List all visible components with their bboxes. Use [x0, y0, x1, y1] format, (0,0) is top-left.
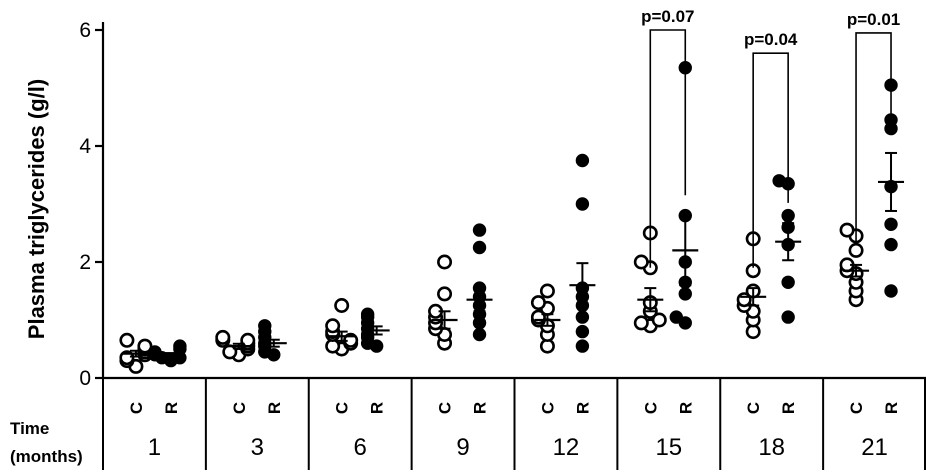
y-tick-label: 0 — [79, 367, 91, 390]
p-value-label: p=0.04 — [744, 30, 798, 49]
data-point-r — [472, 240, 487, 255]
group-label-c: C — [436, 402, 455, 414]
group-label-r: R — [779, 402, 798, 414]
data-point-r — [781, 208, 795, 223]
data-point-c — [530, 295, 546, 311]
x-month-label: 18 — [758, 434, 785, 461]
group-label-r: R — [573, 402, 592, 414]
group-label-r: R — [265, 402, 284, 414]
group-label-c: C — [847, 402, 866, 414]
time-unit-label: (months) — [10, 447, 83, 466]
group-label-c: C — [333, 402, 352, 414]
group-label-c: C — [230, 402, 249, 414]
data-point-r — [575, 339, 590, 353]
data-point-c — [325, 318, 341, 334]
data-point-r — [148, 345, 162, 359]
data-point-c — [839, 222, 855, 238]
data-point-c — [119, 332, 135, 348]
data-point-r — [884, 284, 898, 298]
axis-labels: 0 2 4 6 Plasma triglycerides (g/l) Time (month… — [10, 7, 901, 466]
data-point-r — [669, 310, 683, 324]
x-month-label: 6 — [354, 434, 367, 461]
data-point-r — [472, 327, 487, 342]
data-point-r — [575, 310, 590, 324]
data-marks — [119, 29, 905, 374]
y-tick-label: 6 — [79, 19, 91, 42]
x-month-label: 3 — [251, 434, 264, 461]
data-point-c — [437, 254, 453, 270]
y-axis-label: Plasma triglycerides (g/l) — [24, 79, 49, 339]
group-label-c: C — [641, 402, 660, 414]
p-value-label: p=0.07 — [641, 7, 694, 26]
x-month-label: 15 — [655, 434, 682, 461]
time-label: Time — [10, 419, 49, 438]
group-label-c: C — [538, 402, 557, 414]
data-point-r — [575, 324, 590, 339]
group-label-r: R — [368, 402, 387, 414]
significance-bracket — [649, 29, 687, 268]
data-point-c — [651, 312, 667, 328]
data-point-r — [472, 223, 487, 237]
group-label-r: R — [162, 402, 181, 414]
data-point-r — [173, 339, 187, 353]
x-month-label: 21 — [861, 434, 888, 461]
p-value-label: p=0.01 — [847, 10, 900, 29]
data-point-r — [884, 237, 898, 252]
data-point-c — [137, 338, 153, 354]
axes — [95, 22, 926, 470]
data-point-r — [575, 153, 590, 168]
data-point-r — [678, 287, 692, 301]
data-point-r — [884, 217, 898, 232]
group-label-c: C — [127, 402, 146, 414]
data-point-c — [633, 254, 649, 270]
group-label-r: R — [676, 402, 695, 414]
x-month-label: 9 — [456, 434, 469, 461]
data-point-r — [781, 275, 795, 289]
x-month-label: 1 — [148, 434, 161, 461]
significance-bracket — [855, 32, 892, 245]
data-point-r — [781, 310, 795, 324]
data-point-c — [633, 315, 649, 331]
data-point-c — [539, 283, 555, 299]
x-month-label: 12 — [553, 434, 580, 461]
data-point-r — [772, 174, 786, 188]
data-point-c — [848, 242, 864, 258]
group-label-r: R — [471, 402, 490, 414]
data-point-r — [575, 197, 590, 211]
data-point-c — [215, 329, 231, 345]
y-tick-label: 2 — [79, 251, 91, 274]
data-point-r — [258, 319, 272, 333]
data-point-c — [437, 286, 453, 302]
data-point-c — [334, 297, 350, 313]
data-point-r — [360, 307, 375, 321]
significance-bracket — [752, 52, 789, 268]
y-tick-label: 4 — [79, 135, 91, 158]
group-label-r: R — [882, 402, 901, 414]
group-label-c: C — [744, 402, 763, 414]
